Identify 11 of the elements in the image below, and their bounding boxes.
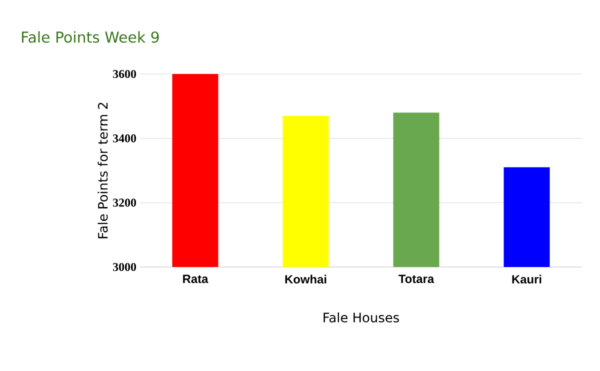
y-tick-label: 3600 — [113, 70, 136, 78]
y-tick-label: 3200 — [113, 198, 136, 207]
y-axis-title: Fale Points for term 2 — [98, 102, 108, 238]
y-tick-label: 3400 — [113, 134, 136, 142]
x-tick-label: Kauri — [512, 274, 542, 284]
y-tick-label: 3000 — [113, 262, 136, 272]
x-axis-title: Fale Houses — [324, 312, 399, 322]
x-tick-label: Kowhai — [285, 274, 326, 284]
x-tick-label: Rata — [183, 274, 208, 284]
chart-title: Fale Points Week 9 — [22, 31, 159, 43]
x-tick-label: Totara — [398, 274, 434, 284]
